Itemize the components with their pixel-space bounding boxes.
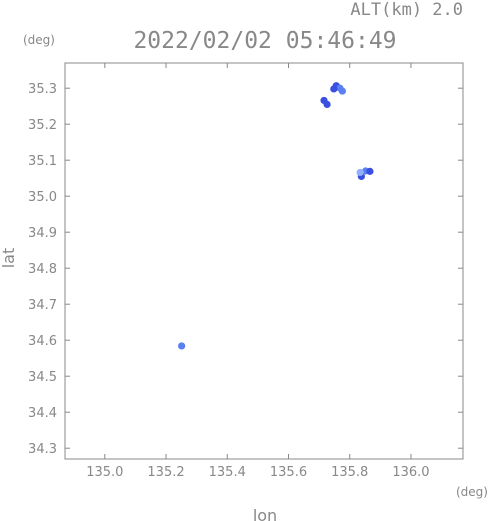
y-tick-label: 34.8: [28, 262, 57, 277]
y-tick-label: 34.7: [28, 298, 57, 313]
y-tick-label: 34.3: [28, 442, 57, 457]
x-axis-ticks: 135.0 135.2 135.4 135.6 135.8 136.0: [86, 63, 430, 480]
echo-point: [366, 167, 374, 175]
y-tick-label: 34.5: [28, 370, 57, 385]
y-tick-label: 34.6: [28, 334, 57, 349]
y-axis-label: lat: [0, 248, 18, 269]
altitude-label: ALT(km) 2.0: [350, 0, 463, 20]
echo-points: [178, 82, 374, 350]
timestamp-title: 2022/02/02 05:46:49: [133, 28, 396, 54]
x-tick-label: 135.4: [209, 465, 246, 480]
y-tick-label: 35.0: [28, 190, 57, 205]
x-unit-label: (deg): [456, 485, 488, 499]
echo-point: [356, 168, 364, 177]
echo-point: [338, 87, 346, 95]
y-unit-label: (deg): [23, 33, 55, 47]
x-tick-label: 135.2: [147, 465, 184, 480]
x-tick-label: 135.0: [86, 465, 123, 480]
y-tick-label: 35.3: [28, 82, 57, 97]
x-tick-label: 135.6: [270, 465, 307, 480]
y-tick-label: 35.1: [28, 154, 57, 169]
y-tick-label: 35.2: [28, 118, 57, 133]
x-tick-label: 136.0: [392, 465, 429, 480]
echo-point: [323, 100, 331, 108]
x-tick-label: 135.8: [331, 465, 368, 480]
plot-frame: [64, 62, 464, 460]
y-tick-label: 34.9: [28, 226, 57, 241]
y-axis-ticks: 34.3 34.4 34.5 34.6 34.7 34.8 34.9 35.0 35.1 35.2…: [28, 82, 463, 457]
x-axis-label: lon: [253, 506, 277, 521]
echo-point: [178, 342, 186, 350]
echo-point: [330, 85, 338, 93]
y-tick-label: 34.4: [28, 406, 57, 421]
